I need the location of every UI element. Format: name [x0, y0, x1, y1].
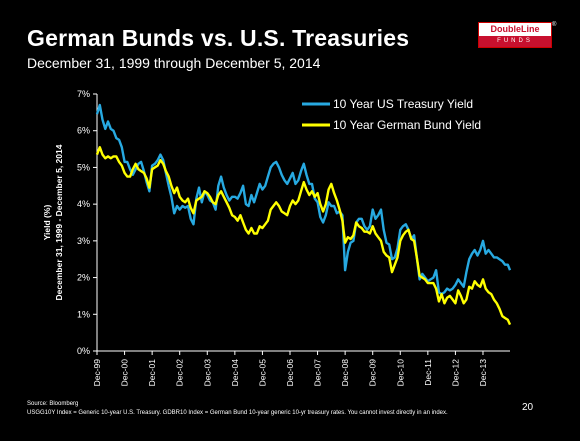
y-tick-label: 4%: [77, 199, 90, 209]
x-axis-labels: Dec-99 Dec-00 Dec-01 Dec-02 Dec-03 Dec-04 Dec-…: [92, 359, 488, 387]
y-tick-label: 5%: [77, 162, 90, 172]
doubleline-logo: DoubleLine FUNDS: [478, 22, 552, 48]
x-tick-label: Dec-06: [285, 359, 295, 387]
x-tick-label: Dec-10: [395, 359, 405, 387]
logo-subtext: FUNDS: [479, 36, 551, 47]
x-tick-label: Dec-99: [92, 359, 102, 387]
x-tick-label: Dec-11: [423, 359, 433, 386]
page-number: 20: [522, 402, 534, 413]
y-tick-label: 6%: [77, 126, 90, 136]
logo-wordmark: DoubleLine: [490, 24, 540, 34]
x-tick-label: Dec-12: [450, 359, 460, 387]
registered-mark: ®: [552, 22, 557, 28]
y-tick-label: 2%: [77, 273, 90, 283]
x-tick-label: Dec-01: [147, 359, 157, 387]
footnote: USGG10Y Index = Generic 10-year U.S. Tre…: [27, 410, 448, 416]
x-tick-label: Dec-02: [175, 359, 185, 387]
source-note: Source: Bloomberg: [27, 401, 79, 407]
x-tick-label: Dec-09: [368, 359, 378, 387]
x-tick-label: Dec-00: [120, 359, 130, 387]
x-tick-label: Dec-05: [257, 359, 267, 387]
x-tick-label: Dec-13: [478, 359, 488, 387]
y-tick-label: 3%: [77, 236, 90, 246]
series-lines: [95, 103, 512, 326]
x-tick-label: Dec-08: [340, 359, 350, 387]
legend: 10 Year US Treasury Yield 10 Year German …: [302, 97, 481, 132]
page-title: German Bunds vs. U.S. Treasuries: [27, 25, 410, 51]
x-tick-label: Dec-07: [313, 359, 323, 387]
y-axis-subtitle: December 31, 1999 - December 5, 2014: [54, 144, 64, 300]
y-axis-labels: 0% 1% 2% 3% 4% 5% 6% 7%: [77, 89, 90, 356]
y-tick-label: 0%: [77, 346, 90, 356]
legend-label: 10 Year German Bund Yield: [333, 118, 481, 132]
y-axis-title: Yield (%) December 31, 1999 - December 5,…: [42, 144, 64, 300]
x-tick-label: Dec-04: [230, 359, 240, 387]
y-axis-title: Yield (%): [42, 205, 52, 241]
axes: [93, 93, 510, 355]
x-tick-label: Dec-03: [202, 359, 212, 387]
y-tick-label: 1%: [77, 309, 90, 319]
y-tick-label: 7%: [77, 89, 90, 99]
us-treasury-line: [95, 103, 512, 296]
legend-label: 10 Year US Treasury Yield: [333, 97, 473, 111]
page-subtitle: December 31, 1999 through December 5, 20…: [27, 55, 321, 71]
german-bund-line: [95, 146, 512, 326]
